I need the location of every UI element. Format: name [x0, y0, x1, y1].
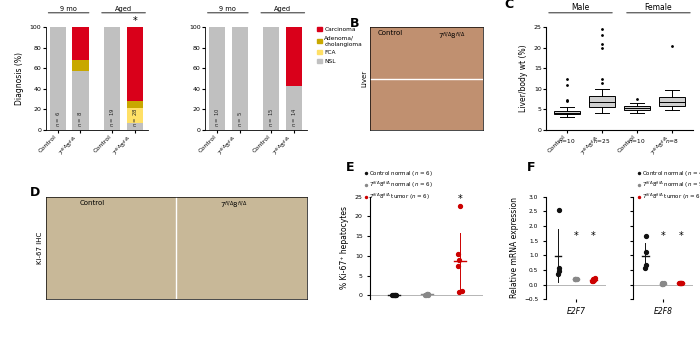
- Bar: [127, 123, 143, 130]
- Text: $7^{fl/\Delta}8^{fl/\Delta}$: $7^{fl/\Delta}8^{fl/\Delta}$: [220, 200, 248, 211]
- Text: 9 mo: 9 mo: [219, 6, 237, 12]
- Bar: [589, 96, 615, 107]
- Text: $n$ = 19: $n$ = 19: [108, 107, 116, 127]
- Bar: [232, 27, 248, 130]
- Bar: [50, 27, 66, 130]
- Legend: Control normal ($n$ = 6), $7^{fl/\Delta}8^{fl/\Delta}$ normal ($n$ = 6), $7^{fl/: Control normal ($n$ = 6), $7^{fl/\Delta}…: [362, 167, 435, 204]
- Text: *: *: [661, 231, 666, 241]
- Text: $n$=8: $n$=8: [665, 137, 679, 145]
- Text: $n$ = 15: $n$ = 15: [267, 107, 275, 127]
- Bar: [263, 27, 279, 130]
- Text: Aged: Aged: [115, 6, 132, 12]
- Text: Male: Male: [571, 3, 589, 12]
- Y-axis label: Relative mRNA expression: Relative mRNA expression: [510, 198, 519, 299]
- Text: $n$=10: $n$=10: [628, 137, 646, 145]
- Text: $7^{fl/\Delta}8^{fl/\Delta}$: $7^{fl/\Delta}8^{fl/\Delta}$: [438, 30, 465, 41]
- Text: $n$ = 10: $n$ = 10: [213, 107, 221, 127]
- Text: $n$=25: $n$=25: [593, 137, 611, 145]
- Y-axis label: Diagnosis (%): Diagnosis (%): [15, 52, 24, 105]
- Y-axis label: Liver/body wt (%): Liver/body wt (%): [519, 45, 528, 112]
- Bar: [286, 86, 302, 130]
- Text: Control: Control: [378, 30, 403, 36]
- Text: Aged: Aged: [274, 6, 291, 12]
- Bar: [104, 27, 120, 130]
- Text: *: *: [132, 16, 137, 26]
- Bar: [209, 27, 225, 130]
- Legend: Control normal ($n$ = 4), $7^{fl/\Delta}8^{fl/\Delta}$ normal ($n$ = 5), $7^{fl/: Control normal ($n$ = 4), $7^{fl/\Delta}…: [636, 167, 700, 204]
- Bar: [554, 111, 580, 114]
- Text: $n$=10: $n$=10: [558, 137, 576, 145]
- Y-axis label: Liver: Liver: [362, 70, 368, 87]
- Text: Control: Control: [80, 200, 105, 206]
- Bar: [72, 27, 89, 60]
- Bar: [127, 108, 143, 123]
- Text: C: C: [505, 0, 514, 12]
- Legend: Carcinoma, Adenoma/
cholangioma, FCA, NSL: Carcinoma, Adenoma/ cholangioma, FCA, NS…: [314, 25, 365, 66]
- Y-axis label: Ki-67 IHC: Ki-67 IHC: [36, 232, 43, 264]
- Bar: [72, 60, 89, 71]
- Text: $n$ = 8: $n$ = 8: [76, 111, 85, 127]
- Text: D: D: [30, 186, 40, 199]
- Bar: [127, 101, 143, 108]
- Text: B: B: [350, 17, 360, 30]
- Bar: [72, 71, 89, 130]
- Text: $n$ = 28: $n$ = 28: [131, 107, 139, 127]
- Bar: [127, 27, 143, 101]
- Text: *: *: [592, 231, 596, 241]
- Y-axis label: % Ki-67⁺ hepatocytes: % Ki-67⁺ hepatocytes: [340, 206, 349, 289]
- Text: *: *: [573, 231, 578, 241]
- Text: 9 mo: 9 mo: [60, 6, 77, 12]
- Text: $n$ = 6: $n$ = 6: [54, 111, 62, 127]
- Bar: [659, 97, 685, 106]
- Text: *: *: [678, 231, 683, 241]
- Text: E: E: [346, 160, 354, 174]
- Text: *: *: [457, 194, 462, 204]
- Text: Female: Female: [645, 3, 672, 12]
- Text: $n$ = 5: $n$ = 5: [236, 111, 244, 127]
- Text: $n$ = 14: $n$ = 14: [290, 107, 298, 127]
- Bar: [624, 106, 650, 110]
- Text: F: F: [527, 160, 536, 174]
- Bar: [286, 27, 302, 86]
